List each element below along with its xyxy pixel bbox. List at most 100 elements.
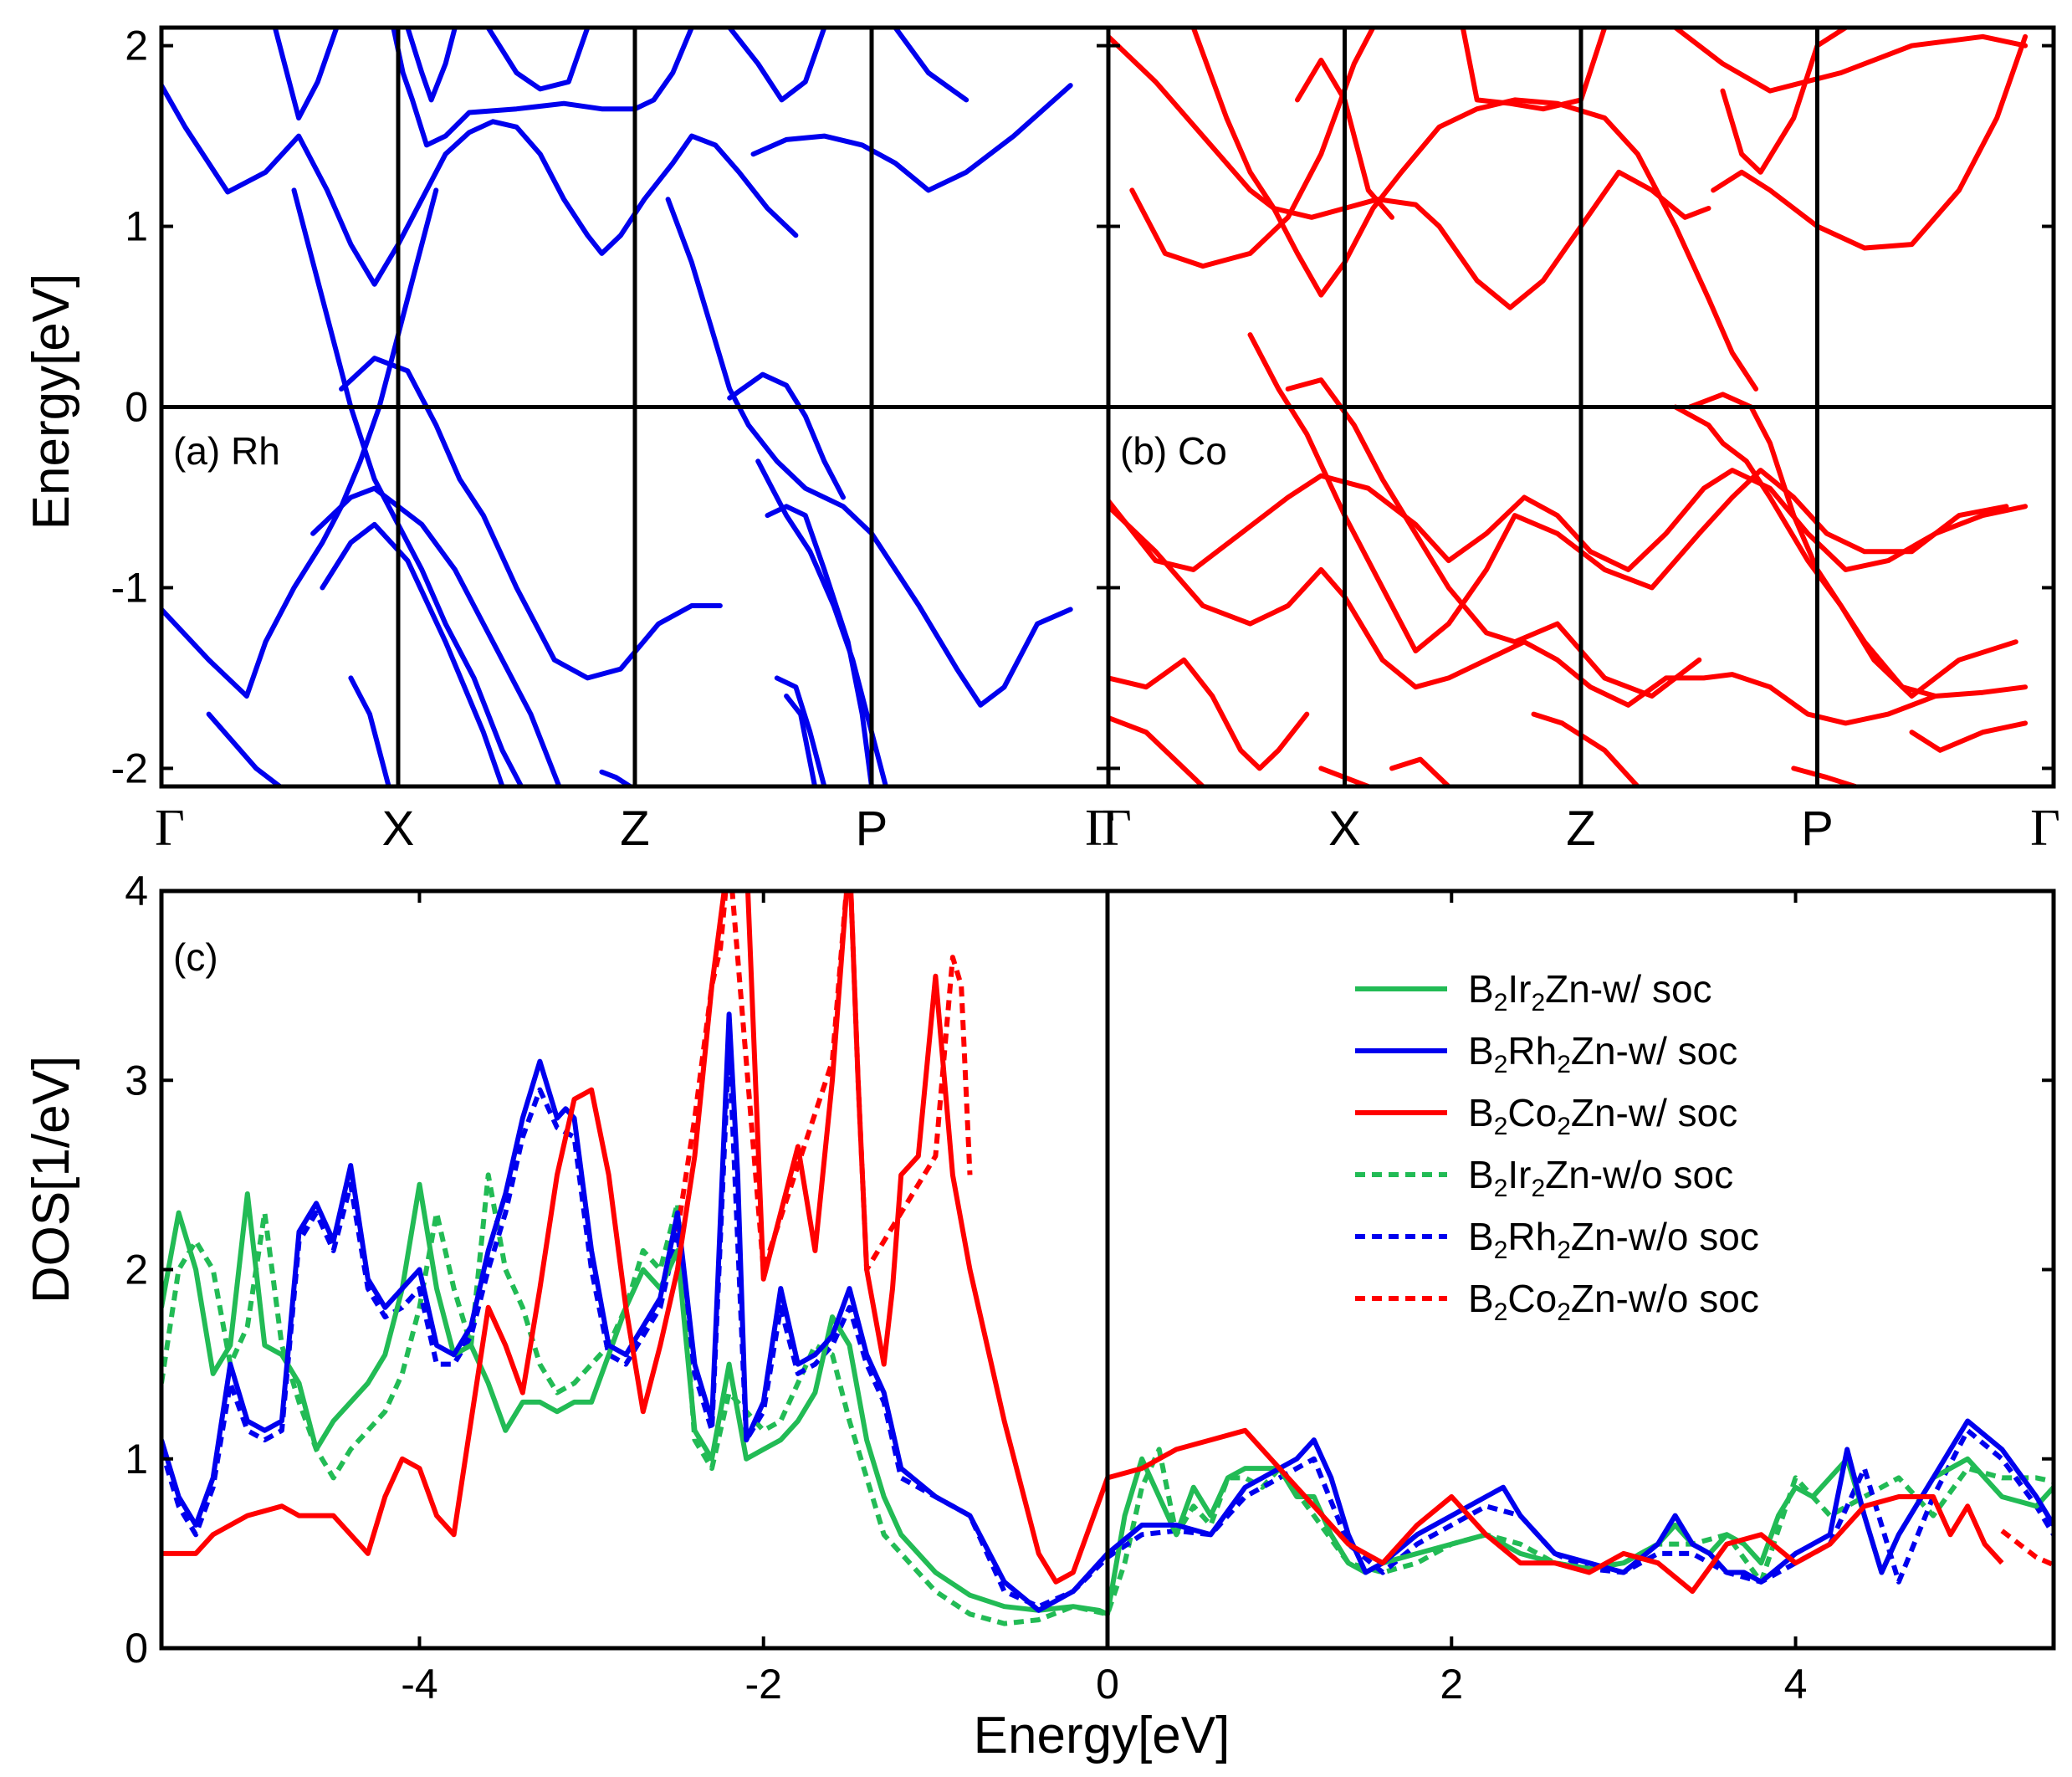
legend-label-5-s2: 2 [1557, 1298, 1571, 1326]
dos-ytick-label-0: 0 [125, 1625, 148, 1672]
panel-b-band-0 [1108, 33, 1711, 310]
legend-label-5-b: Co [1507, 1277, 1557, 1320]
panel-b-band-13 [1108, 504, 1938, 726]
panel-a-kpoint-label-2: Z [620, 801, 649, 856]
legend-label-5-s1: 2 [1494, 1298, 1508, 1326]
legend-label-4-a: B [1468, 1215, 1494, 1258]
panel-b-band-8 [1247, 332, 2009, 653]
legend-label-5-c: Zn-w/o soc [1571, 1277, 1759, 1320]
panel-b-band-9 [1285, 377, 1702, 699]
bottom-y-axis-title: DOS[1/eV] [23, 1056, 80, 1303]
panel-b-kpoint-label-0: Γ [1102, 800, 1132, 857]
dos-ytick-label-3: 3 [125, 1057, 148, 1104]
legend-label-3-b: Ir [1507, 1153, 1531, 1196]
legend-label-4-s1: 2 [1494, 1237, 1508, 1264]
legend-label-3: B2Ir2Zn-w/o soc [1468, 1153, 1733, 1202]
legend-label-0-a: B [1468, 967, 1494, 1011]
panel-b-band-20 [1909, 720, 2029, 753]
dos-series-3 [161, 1172, 2054, 1626]
legend-label-2-s1: 2 [1494, 1113, 1508, 1140]
panel-b-band-6 [1720, 28, 1849, 175]
panel-b-band-4 [1460, 28, 1608, 112]
panel-a-band-11 [348, 675, 391, 786]
panel-b-band-19 [1791, 766, 1858, 786]
panel-a-band-1 [272, 28, 340, 120]
panel-b-band-17 [1389, 756, 1451, 786]
panel-a-band-9 [320, 521, 505, 786]
panel-c-series [161, 891, 2054, 1626]
dos-xtick-label-4: 4 [1784, 1661, 1808, 1708]
legend-label-0: B2Ir2Zn-w/ soc [1468, 967, 1712, 1017]
legend-label-1-s2: 2 [1557, 1051, 1571, 1078]
panel-b-band-10 [1673, 404, 2018, 699]
panel-a-ytick-label-3: -1 [111, 564, 148, 611]
panel-a-band-18 [784, 694, 818, 786]
panel-a-ytick-label-2: 0 [125, 384, 148, 431]
panel-a-band-6 [161, 187, 439, 699]
dos-ytick-label-4: 4 [125, 868, 148, 914]
panel-a-band-12 [599, 769, 633, 786]
legend-label-3-c: Zn-w/o soc [1545, 1153, 1733, 1196]
dos-series-0 [161, 1181, 2054, 1617]
panel-a-band-structure-rh: 210-1-2Γ X Z P Γ(a) Rh [111, 23, 1115, 857]
panel-b-band-1 [1129, 28, 1376, 269]
legend-label-3-s1: 2 [1494, 1175, 1508, 1202]
dos-ytick-label-1: 1 [125, 1436, 148, 1483]
legend-label-1-b: Rh [1507, 1029, 1557, 1073]
panel-b-kpoint-label-2: Z [1566, 801, 1595, 856]
panel-b-kpoint-label-4: Γ [2030, 800, 2060, 857]
panel-a-band-21 [893, 28, 969, 103]
panel-b-bands [1108, 28, 2029, 786]
panel-a-band-17 [774, 675, 827, 786]
dos-xtick-label-1: -2 [744, 1661, 781, 1708]
panel-b-band-5 [1711, 33, 2029, 251]
legend-label-5: B2Co2Zn-w/o soc [1468, 1277, 1759, 1326]
legend-label-2-c: Zn-w/ soc [1571, 1091, 1737, 1134]
dos-xtick-label-2: 0 [1096, 1661, 1119, 1708]
legend-label-2: B2Co2Zn-w/ soc [1468, 1091, 1737, 1140]
dos-xtick-label-0: -4 [401, 1661, 437, 1708]
legend-label-4-c: Zn-w/o soc [1571, 1215, 1759, 1258]
panel-a-band-16 [765, 504, 874, 786]
legend-label-4-b: Rh [1507, 1215, 1557, 1258]
panel-a-band-4 [405, 28, 458, 103]
panel-b-band-7 [1673, 28, 2029, 94]
legend-label-1: B2Rh2Zn-w/ soc [1468, 1029, 1737, 1078]
legend-label-0-b: Ir [1507, 967, 1531, 1011]
panel-a-ytick-label-1: 1 [125, 203, 148, 250]
panel-a-band-10 [206, 711, 283, 786]
panel-b-band-15 [1108, 714, 1205, 786]
panel-a-band-0 [161, 83, 799, 287]
bottom-x-axis-title: Energy[eV] [974, 1707, 1230, 1764]
panel-b-band-18 [1531, 711, 1640, 786]
panel-b-band-12 [1108, 468, 2029, 572]
legend-label-0-s1: 2 [1494, 989, 1508, 1017]
panel-a-band-5 [291, 187, 524, 786]
panel-a-band-13 [665, 197, 1073, 708]
legend-label-4-s2: 2 [1557, 1237, 1571, 1264]
legend-label-2-s2: 2 [1557, 1113, 1571, 1140]
legend-label-1-s1: 2 [1494, 1051, 1508, 1078]
panel-a-kpoint-label-1: X [382, 801, 415, 856]
panel-b-kpoint-label-1: X [1328, 801, 1361, 856]
top-y-axis-title: Energy[eV] [23, 274, 80, 530]
legend-label-0-c: Zn-w/ soc [1545, 967, 1711, 1011]
panel-a-band-14 [727, 371, 846, 500]
dos-series-1 [161, 1011, 2054, 1613]
panel-a-ytick-label-0: 2 [125, 23, 148, 69]
panel-b-band-2 [1190, 28, 1759, 392]
panel-c-panel-label: (c) [173, 935, 218, 979]
panel-a-band-19 [727, 28, 827, 103]
panel-b-panel-label: (b) Co [1120, 429, 1227, 473]
panel-a-kpoint-label-0: Γ [155, 800, 185, 857]
legend-label-0-s2: 2 [1531, 989, 1545, 1017]
panel-b-kpoint-label-3: P [1801, 801, 1834, 856]
panel-a-ytick-label-4: -2 [111, 745, 148, 791]
legend-label-3-a: B [1468, 1153, 1494, 1196]
panel-a-band-8 [310, 485, 562, 786]
panel-a-kpoint-label-4: Γ [1085, 800, 1115, 857]
panel-a-panel-label: (a) Rh [173, 429, 280, 473]
legend-label-2-a: B [1468, 1091, 1494, 1134]
